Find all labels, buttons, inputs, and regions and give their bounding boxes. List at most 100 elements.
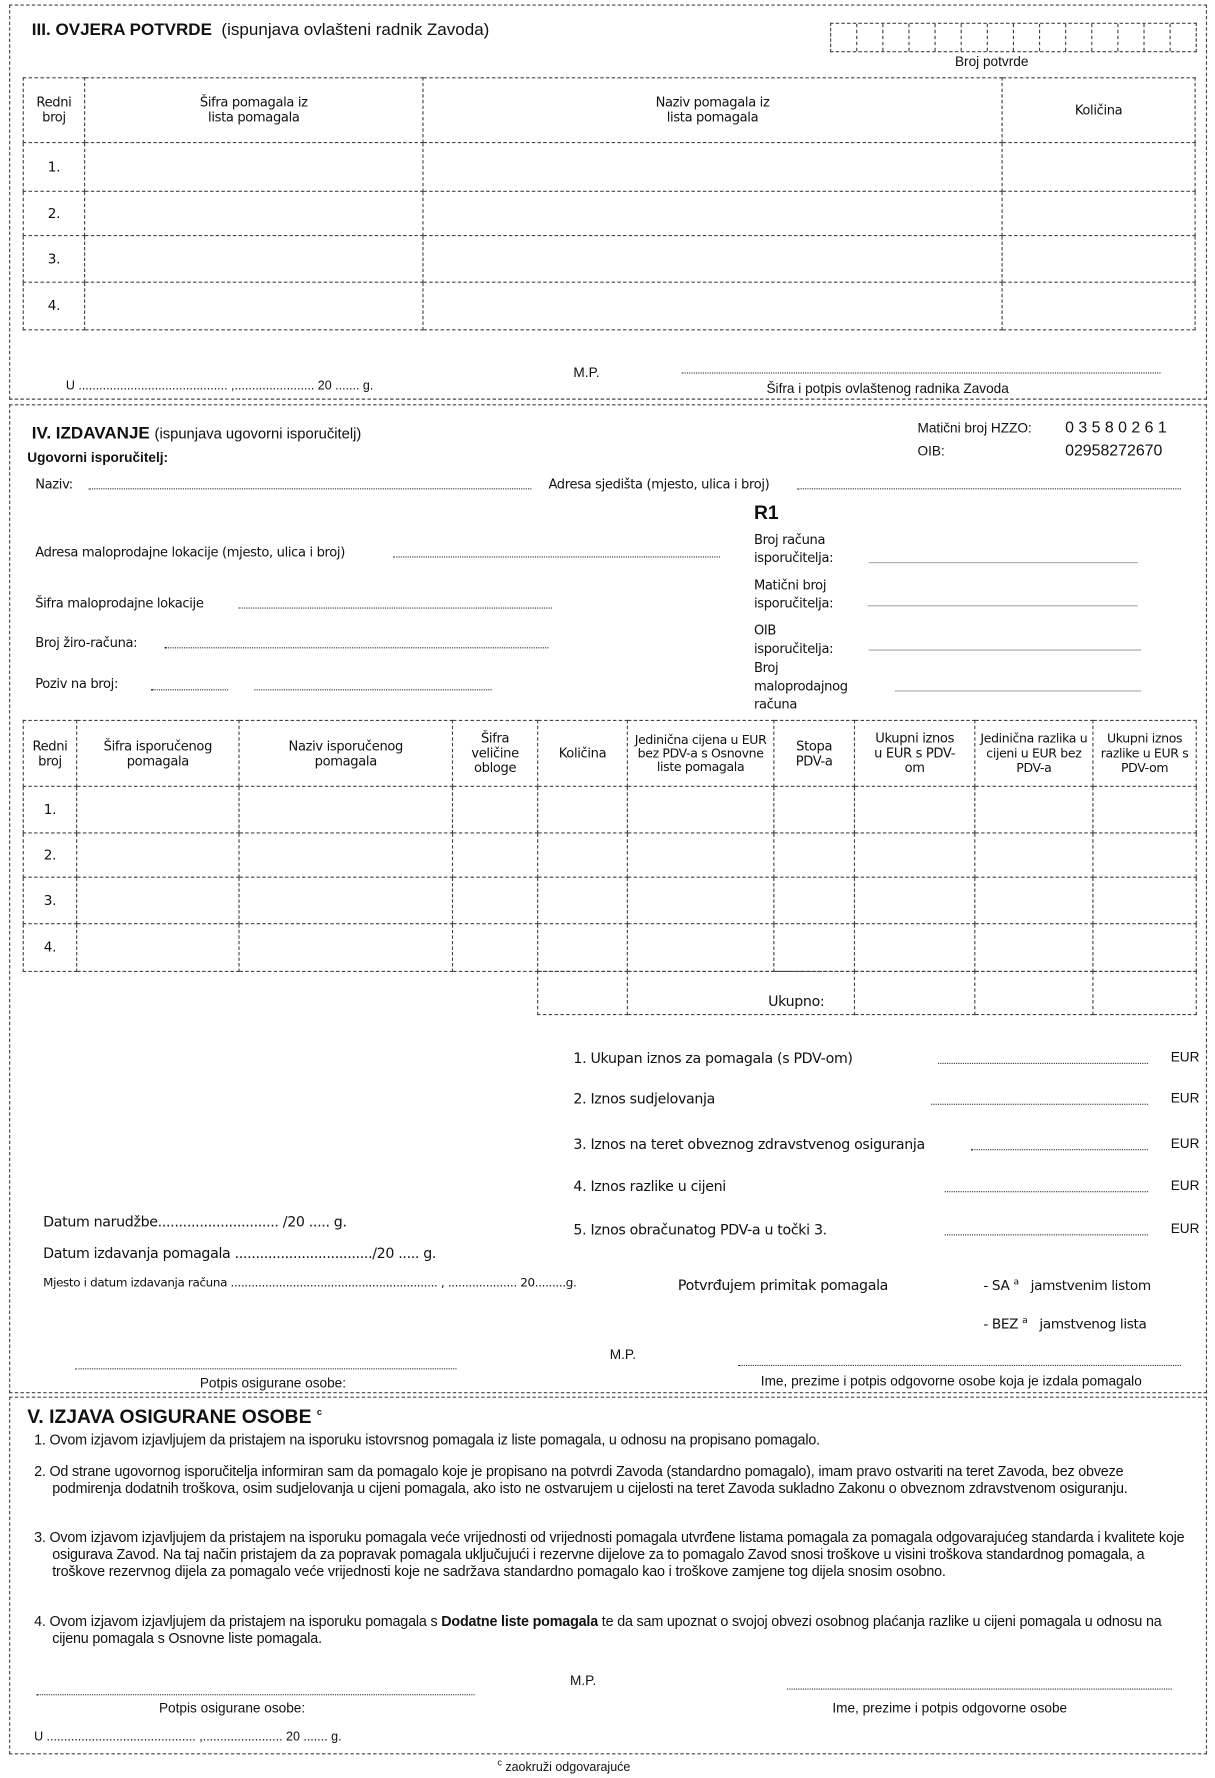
naziv-field[interactable]: [88, 488, 532, 490]
cell[interactable]: [84, 235, 424, 283]
cell[interactable]: [537, 923, 628, 972]
total-cell[interactable]: [1092, 970, 1197, 1016]
cell[interactable]: [853, 785, 976, 834]
total-cell[interactable]: [974, 970, 1094, 1016]
sifra-lokacije-field[interactable]: [238, 607, 552, 609]
digit-cell[interactable]: [1014, 23, 1041, 52]
digit-cell[interactable]: [1092, 23, 1119, 52]
broj-racuna-field[interactable]: [868, 562, 1138, 564]
cell[interactable]: [974, 832, 1094, 878]
digit-cell[interactable]: [857, 23, 884, 52]
adresa-lokacije-field[interactable]: [392, 556, 720, 558]
cell[interactable]: [853, 876, 976, 925]
cell[interactable]: [626, 832, 775, 878]
cell[interactable]: [626, 785, 775, 834]
cell[interactable]: [76, 876, 240, 925]
amount-field[interactable]: [944, 1234, 1148, 1236]
hzzo-value: 0 3 5 8 0 2 6 1: [1065, 417, 1167, 437]
cell[interactable]: [451, 832, 539, 878]
cell[interactable]: [1001, 235, 1196, 283]
cell[interactable]: [451, 923, 539, 972]
maticni-isporucitelja-field[interactable]: [867, 605, 1138, 607]
digit-cell[interactable]: [831, 23, 858, 52]
potpis-osigurane-line[interactable]: [74, 1368, 457, 1370]
section-3-title: III. OVJERA POTVRDE (ispunjava ovlašteni…: [31, 20, 490, 40]
digit-cell[interactable]: [910, 23, 936, 52]
cell[interactable]: [76, 785, 240, 834]
digit-cell[interactable]: [936, 23, 962, 52]
adresa-sjedista-field[interactable]: [797, 488, 1181, 490]
signature-line[interactable]: [681, 372, 1161, 374]
header-redni-broj: Redni broj: [22, 719, 78, 787]
potpis-odgovorne-line[interactable]: [738, 1364, 1181, 1367]
ziro-field[interactable]: [164, 647, 549, 649]
digit-cell[interactable]: [1171, 24, 1196, 51]
cell[interactable]: [773, 832, 856, 878]
cell[interactable]: [1001, 141, 1196, 192]
option-bez[interactable]: - BEZ a jamstvenog lista: [983, 1314, 1147, 1332]
amount-label: 3. Iznos na teret obveznog zdravstvenog …: [573, 1135, 925, 1153]
cell[interactable]: [773, 785, 856, 834]
mjesto-datum-racuna[interactable]: Mjesto i datum izdavanja računa ........…: [43, 1276, 577, 1290]
option-sa[interactable]: - SA a jamstvenim listom: [983, 1276, 1151, 1294]
poziv-broj-field[interactable]: [254, 689, 492, 691]
datum-narudzbe[interactable]: Datum narudžbe..........................…: [43, 1212, 347, 1230]
digit-cell[interactable]: [962, 23, 988, 52]
total-cell[interactable]: [853, 970, 976, 1016]
cell[interactable]: [773, 876, 856, 925]
poziv-model-field[interactable]: [151, 689, 229, 691]
amount-field[interactable]: [944, 1191, 1148, 1193]
cell[interactable]: [76, 923, 240, 972]
digit-cell[interactable]: [1118, 23, 1145, 52]
digit-cell[interactable]: [883, 23, 910, 52]
digit-cell[interactable]: [988, 23, 1015, 52]
broj-potvrde-input[interactable]: [830, 22, 1197, 53]
digit-cell[interactable]: [1066, 23, 1093, 52]
cell[interactable]: [1001, 281, 1196, 331]
header-sifra: Šifra pomagala iz lista pomagala: [84, 77, 424, 144]
potpis-odgovorne-line[interactable]: [786, 1688, 1172, 1690]
potpis-osigurane-line[interactable]: [36, 1694, 475, 1696]
cell[interactable]: [773, 923, 856, 972]
datum-izdavanja[interactable]: Datum izdavanja pomagala ...............…: [43, 1244, 437, 1262]
place-date-line[interactable]: U ......................................…: [65, 379, 374, 393]
cell[interactable]: [1092, 923, 1197, 972]
cell[interactable]: [422, 281, 1003, 331]
cell[interactable]: [238, 876, 454, 925]
cell[interactable]: [76, 832, 240, 878]
amount-field[interactable]: [937, 1062, 1148, 1064]
cell[interactable]: [1092, 785, 1197, 834]
cell[interactable]: [422, 235, 1003, 283]
cell[interactable]: [537, 876, 628, 925]
cell[interactable]: [853, 832, 976, 878]
total-cell[interactable]: [537, 970, 628, 1016]
amount-field[interactable]: [931, 1103, 1148, 1105]
cell[interactable]: [451, 876, 539, 925]
cell[interactable]: [1092, 876, 1197, 925]
cell[interactable]: [537, 832, 628, 878]
cell[interactable]: [1001, 190, 1196, 237]
cell[interactable]: [451, 785, 539, 834]
digit-cell[interactable]: [1145, 23, 1171, 52]
cell[interactable]: [1092, 832, 1197, 878]
cell[interactable]: [84, 281, 424, 331]
cell[interactable]: [974, 876, 1094, 925]
broj-maloprodajnog-field[interactable]: [894, 690, 1142, 692]
cell[interactable]: [238, 785, 454, 834]
digit-cell[interactable]: [1040, 23, 1067, 52]
cell[interactable]: [974, 923, 1094, 972]
cell[interactable]: [84, 190, 424, 237]
cell[interactable]: [626, 876, 775, 925]
cell[interactable]: [626, 923, 775, 972]
cell[interactable]: [84, 141, 424, 192]
cell[interactable]: [422, 141, 1003, 192]
cell[interactable]: [853, 923, 976, 972]
cell[interactable]: [974, 785, 1094, 834]
amount-field[interactable]: [970, 1149, 1148, 1151]
place-date-line[interactable]: U ......................................…: [34, 1730, 342, 1745]
cell[interactable]: [238, 832, 454, 878]
cell[interactable]: [422, 190, 1003, 237]
cell[interactable]: [238, 923, 454, 972]
cell[interactable]: [537, 785, 628, 834]
oib-isporucitelja-field[interactable]: [868, 649, 1142, 651]
